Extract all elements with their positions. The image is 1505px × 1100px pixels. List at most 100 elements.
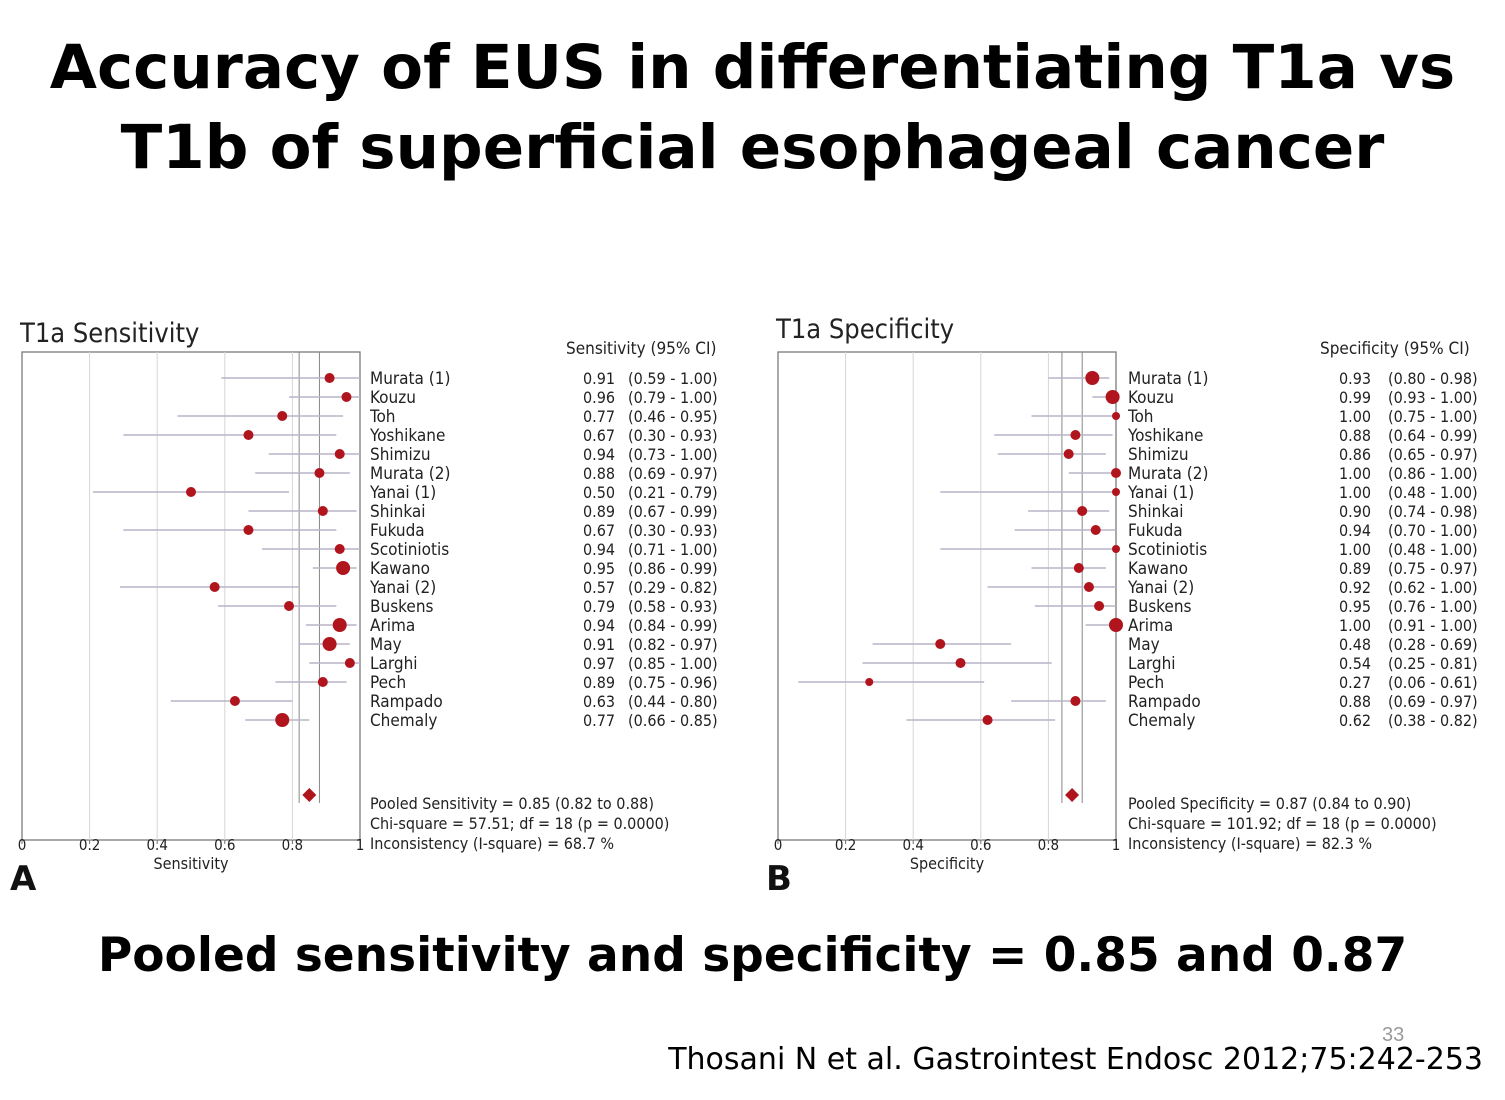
- study-name: Shimizu: [1128, 445, 1189, 465]
- study-name: Larghi: [370, 654, 418, 674]
- ci-label: (0.66 - 0.85): [628, 711, 718, 730]
- ci-label: (0.93 - 1.00): [1388, 388, 1478, 407]
- estimate-label: 0.54: [1339, 654, 1371, 673]
- panel-letter: B: [766, 859, 792, 899]
- ci-label: (0.48 - 1.00): [1388, 540, 1478, 559]
- estimate-label: 1.00: [1339, 540, 1371, 559]
- ci-label: (0.48 - 1.00): [1388, 483, 1478, 502]
- ci-label: (0.62 - 1.00): [1388, 578, 1478, 597]
- study-name: May: [370, 635, 402, 655]
- study-name: Murata (2): [370, 464, 450, 484]
- estimate-label: 0.93: [1339, 369, 1371, 388]
- estimate-label: 0.77: [583, 711, 615, 730]
- summary-line: Inconsistency (I-square) = 82.3 %: [1128, 834, 1372, 853]
- ci-label: (0.65 - 0.97): [1388, 445, 1478, 464]
- study-name: Pech: [370, 673, 406, 693]
- estimate-label: 0.67: [583, 521, 615, 540]
- study-name: Shimizu: [370, 445, 431, 465]
- point-estimate: [865, 678, 874, 686]
- ci-label: (0.86 - 1.00): [1388, 464, 1478, 483]
- study-name: Kouzu: [1128, 388, 1174, 408]
- study-name: Yanai (1): [369, 483, 436, 503]
- study-name: Murata (1): [1128, 369, 1208, 389]
- estimate-label: 0.88: [1339, 692, 1371, 711]
- study-name: Rampado: [1128, 692, 1201, 712]
- point-estimate: [1063, 449, 1074, 459]
- estimate-label: 0.77: [583, 407, 615, 426]
- study-name: Larghi: [1128, 654, 1176, 674]
- estimate-label: 0.96: [583, 388, 615, 407]
- point-estimate: [1083, 582, 1094, 592]
- pooled-diamond: [302, 788, 317, 802]
- estimate-label: 1.00: [1339, 407, 1371, 426]
- study-name: Fukuda: [370, 521, 425, 541]
- estimate-label: 0.94: [583, 445, 615, 464]
- ci-label: (0.82 - 0.97): [628, 635, 718, 654]
- study-name: Yanai (2): [369, 578, 436, 598]
- x-tick-label: 0: [774, 836, 783, 854]
- study-name: Yoshikane: [369, 426, 445, 446]
- point-estimate: [1112, 488, 1120, 496]
- summary-line: Chi-square = 57.51; df = 18 (p = 0.0000): [370, 814, 669, 833]
- estimate-label: 0.89: [583, 673, 615, 692]
- study-name: Yanai (2): [1127, 578, 1194, 598]
- estimate-label: 0.92: [1339, 578, 1371, 597]
- estimate-label: 0.94: [583, 616, 615, 635]
- estimate-label: 0.63: [583, 692, 615, 711]
- estimate-label: 0.91: [583, 635, 615, 654]
- estimate-label: 0.57: [583, 578, 615, 597]
- pooled-diamond: [1065, 788, 1080, 802]
- study-name: Shinkai: [1128, 502, 1184, 522]
- point-estimate: [209, 582, 220, 592]
- ci-label: (0.46 - 0.95): [628, 407, 718, 426]
- ci-label: (0.06 - 0.61): [1388, 673, 1478, 692]
- x-tick-label: 0.6: [970, 836, 991, 854]
- study-name: Kouzu: [370, 388, 416, 408]
- point-estimate: [317, 506, 328, 516]
- estimate-label: 0.88: [583, 464, 615, 483]
- x-tick-label: 0.4: [146, 836, 167, 854]
- panel-title: T1a Specificity: [775, 314, 954, 345]
- x-tick-label: 0.6: [214, 836, 235, 854]
- study-name: Murata (2): [1128, 464, 1208, 484]
- point-estimate: [982, 715, 993, 725]
- x-tick-label: 1: [356, 836, 365, 854]
- ci-label: (0.80 - 0.98): [1388, 369, 1478, 388]
- estimate-label: 0.89: [583, 502, 615, 521]
- estimate-label: 0.88: [1339, 426, 1371, 445]
- study-name: Buskens: [1128, 597, 1192, 617]
- ci-label: (0.28 - 0.69): [1388, 635, 1478, 654]
- estimate-label: 1.00: [1339, 464, 1371, 483]
- ci-label: (0.44 - 0.80): [628, 692, 718, 711]
- ci-label: (0.74 - 0.98): [1388, 502, 1478, 521]
- summary-line: Pooled Specificity = 0.87 (0.84 to 0.90): [1128, 794, 1411, 813]
- x-tick-label: 0.8: [1038, 836, 1059, 854]
- column-header: Sensitivity (95% CI): [566, 339, 716, 359]
- page-number: 33: [1382, 1024, 1405, 1046]
- summary-line: Inconsistency (I-square) = 68.7 %: [370, 834, 614, 853]
- estimate-label: 0.62: [1339, 711, 1371, 730]
- ci-label: (0.69 - 0.97): [1388, 692, 1478, 711]
- panel-title: T1a Sensitivity: [19, 318, 199, 349]
- point-estimate: [336, 561, 351, 575]
- study-name: Kawano: [1128, 559, 1188, 579]
- ci-label: (0.59 - 1.00): [628, 369, 718, 388]
- study-name: Chemaly: [370, 711, 437, 731]
- point-estimate: [1085, 371, 1100, 385]
- estimate-label: 0.48: [1339, 635, 1371, 654]
- point-estimate: [317, 677, 328, 687]
- point-estimate: [284, 601, 295, 611]
- study-name: Yanai (1): [1127, 483, 1194, 503]
- study-name: May: [1128, 635, 1160, 655]
- point-estimate: [1070, 696, 1081, 706]
- point-estimate: [1112, 412, 1120, 420]
- x-axis-label: Sensitivity: [154, 854, 229, 873]
- study-name: Buskens: [370, 597, 434, 617]
- point-estimate: [275, 713, 290, 727]
- point-estimate: [314, 468, 325, 478]
- point-estimate: [1094, 601, 1105, 611]
- x-tick-label: 0.2: [79, 836, 100, 854]
- study-name: Pech: [1128, 673, 1164, 693]
- point-estimate: [186, 487, 196, 497]
- study-name: Murata (1): [370, 369, 450, 389]
